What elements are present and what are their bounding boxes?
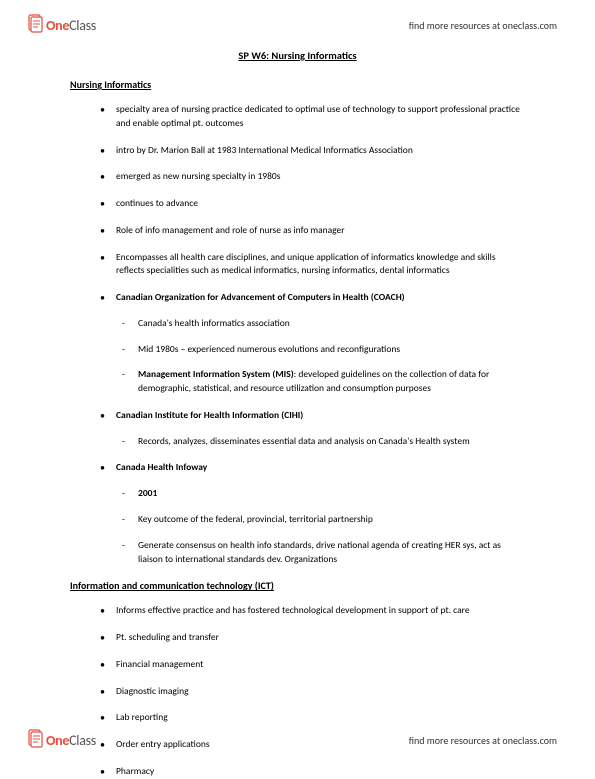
list-item: Canadian Institute for Health Informatio… bbox=[100, 409, 525, 449]
list-item: Canada Health Infoway2001Key outcome of … bbox=[100, 461, 525, 566]
list-item: Role of info management and role of nurs… bbox=[100, 224, 525, 238]
brand-text: OneClass bbox=[46, 17, 96, 34]
sub-list: Canada's health informatics association M… bbox=[122, 317, 525, 396]
list-item: Financial management bbox=[100, 658, 525, 672]
list-item: Informs effective practice and has foste… bbox=[100, 604, 525, 618]
footer-tagline: find more resources at oneclass.com bbox=[409, 734, 557, 747]
page-footer: OneClass find more resources at oneclass… bbox=[0, 725, 595, 760]
list-item: intro by Dr. Marion Ball at 1983 Interna… bbox=[100, 144, 525, 158]
sub-list-item: Mid 1980s – experienced numerous evoluti… bbox=[122, 343, 525, 357]
section-heading: Nursing Informatics bbox=[70, 78, 525, 91]
list-item: Diagnostic imaging bbox=[100, 685, 525, 699]
brand-logo: OneClass bbox=[28, 14, 96, 37]
paper-icon bbox=[28, 729, 44, 752]
list-item: Lab reporting bbox=[100, 711, 525, 725]
document-content: SP W6: Nursing Informatics Nursing Infor… bbox=[0, 41, 595, 779]
sub-list: Records, analyzes, disseminates essentia… bbox=[122, 435, 525, 449]
list-item: Canadian Organization for Advancement of… bbox=[100, 291, 525, 396]
list-item: Pt. scheduling and transfer bbox=[100, 631, 525, 645]
section-heading: Information and communication technology… bbox=[70, 579, 525, 592]
brand-logo-footer: OneClass bbox=[28, 729, 96, 752]
sub-list-item: Canada's health informatics association bbox=[122, 317, 525, 331]
brand-text-footer: OneClass bbox=[46, 732, 96, 749]
sub-list: 2001 Key outcome of the federal, provinci… bbox=[122, 487, 525, 566]
list-item: emerged as new nursing specialty in 1980… bbox=[100, 170, 525, 184]
sub-list-item: 2001 bbox=[122, 487, 525, 501]
list-item: Encompasses all health care disciplines,… bbox=[100, 251, 525, 279]
page-header: OneClass find more resources at oneclass… bbox=[0, 0, 595, 41]
sub-list-item: Generate consensus on health info standa… bbox=[122, 539, 525, 567]
list-item: Pharmacy bbox=[100, 765, 525, 779]
page-title: SP W6: Nursing Informatics bbox=[70, 49, 525, 62]
list-item: continues to advance bbox=[100, 197, 525, 211]
sub-list-item: Records, analyzes, disseminates essentia… bbox=[122, 435, 525, 449]
bullet-list: specialty area of nursing practice dedic… bbox=[100, 103, 525, 566]
list-item: specialty area of nursing practice dedic… bbox=[100, 103, 525, 131]
header-tagline: find more resources at oneclass.com bbox=[409, 19, 557, 32]
sub-list-item: Management Information System (MIS): dev… bbox=[122, 368, 525, 396]
paper-icon bbox=[28, 14, 44, 37]
sub-list-item: Key outcome of the federal, provincial, … bbox=[122, 513, 525, 527]
